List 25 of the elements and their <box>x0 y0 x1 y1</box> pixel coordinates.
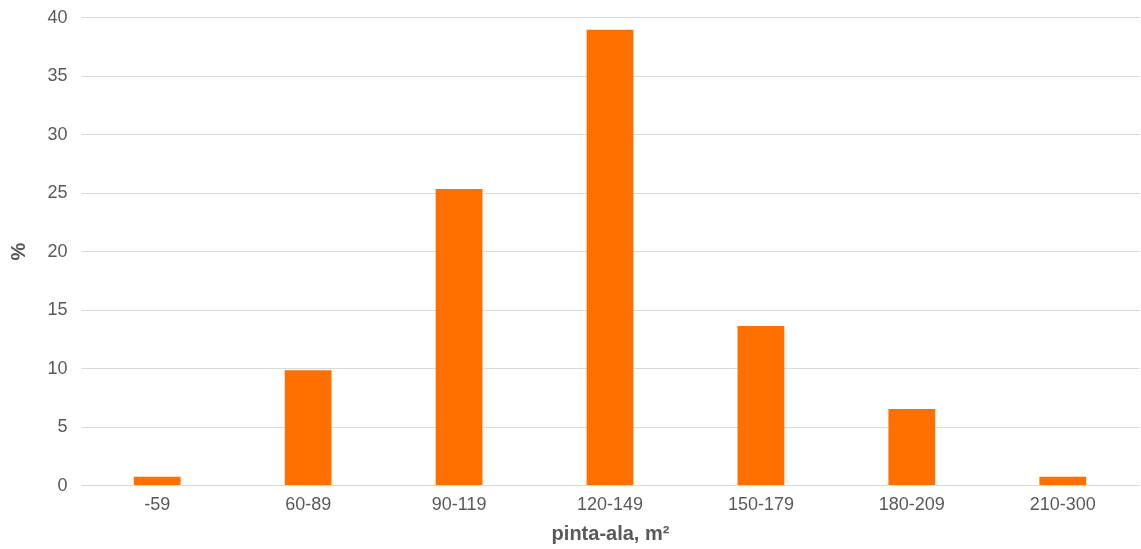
x-tick-label: 180-209 <box>878 493 945 514</box>
y-tick-label: 0 <box>57 474 68 495</box>
x-tick-label: 150-179 <box>727 493 794 514</box>
x-tick-label: -59 <box>144 493 171 514</box>
bar <box>1039 476 1087 485</box>
x-tick-label: 210-300 <box>1029 493 1096 514</box>
y-tick-label: 30 <box>47 123 68 144</box>
x-axis-title: pinta-ala, m² <box>551 521 670 544</box>
bar <box>435 188 483 485</box>
y-tick-label: 10 <box>47 357 68 378</box>
x-tick-label: 90-119 <box>431 493 487 514</box>
bar <box>737 325 785 485</box>
y-tick-label: 35 <box>47 65 68 85</box>
x-tick-label: 60-89 <box>285 493 332 514</box>
y-tick-label: 25 <box>47 182 68 202</box>
y-tick-label: 20 <box>47 240 68 261</box>
bar <box>586 29 634 485</box>
y-axis-title: % <box>7 242 30 261</box>
bar <box>284 370 332 485</box>
y-tick-label: 40 <box>47 6 68 27</box>
y-tick-label: 15 <box>47 299 68 319</box>
bar <box>133 476 181 485</box>
y-tick-label: 5 <box>57 416 68 436</box>
x-tick-label: 120-149 <box>576 493 644 514</box>
bar <box>888 408 936 485</box>
